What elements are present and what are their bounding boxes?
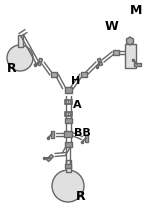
Text: H: H xyxy=(71,76,80,86)
Polygon shape xyxy=(65,164,71,168)
Polygon shape xyxy=(64,118,72,123)
Polygon shape xyxy=(46,154,54,162)
Polygon shape xyxy=(84,134,87,142)
Polygon shape xyxy=(81,72,87,77)
Polygon shape xyxy=(18,35,22,47)
Text: M: M xyxy=(130,4,142,17)
Polygon shape xyxy=(51,130,54,138)
Polygon shape xyxy=(64,131,72,137)
Circle shape xyxy=(52,170,84,202)
Polygon shape xyxy=(66,160,70,172)
Polygon shape xyxy=(134,62,141,65)
Polygon shape xyxy=(37,58,43,66)
Text: BB: BB xyxy=(74,128,91,138)
Polygon shape xyxy=(64,87,72,93)
Text: R: R xyxy=(7,62,17,75)
Polygon shape xyxy=(127,37,134,45)
Polygon shape xyxy=(64,112,72,116)
Text: A: A xyxy=(73,100,82,110)
Polygon shape xyxy=(64,142,72,146)
Text: R: R xyxy=(76,190,86,203)
Circle shape xyxy=(7,45,33,71)
Polygon shape xyxy=(51,72,57,77)
Polygon shape xyxy=(124,44,135,68)
Polygon shape xyxy=(113,50,119,54)
Polygon shape xyxy=(64,100,72,104)
Text: W: W xyxy=(105,20,119,33)
Polygon shape xyxy=(97,58,103,66)
